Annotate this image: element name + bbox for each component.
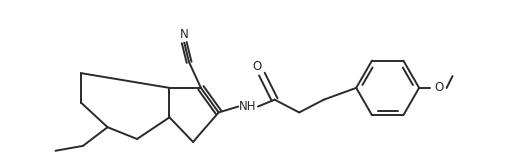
Text: N: N <box>180 28 188 41</box>
Text: O: O <box>252 60 262 73</box>
Text: NH: NH <box>239 100 257 113</box>
Text: O: O <box>434 81 443 94</box>
